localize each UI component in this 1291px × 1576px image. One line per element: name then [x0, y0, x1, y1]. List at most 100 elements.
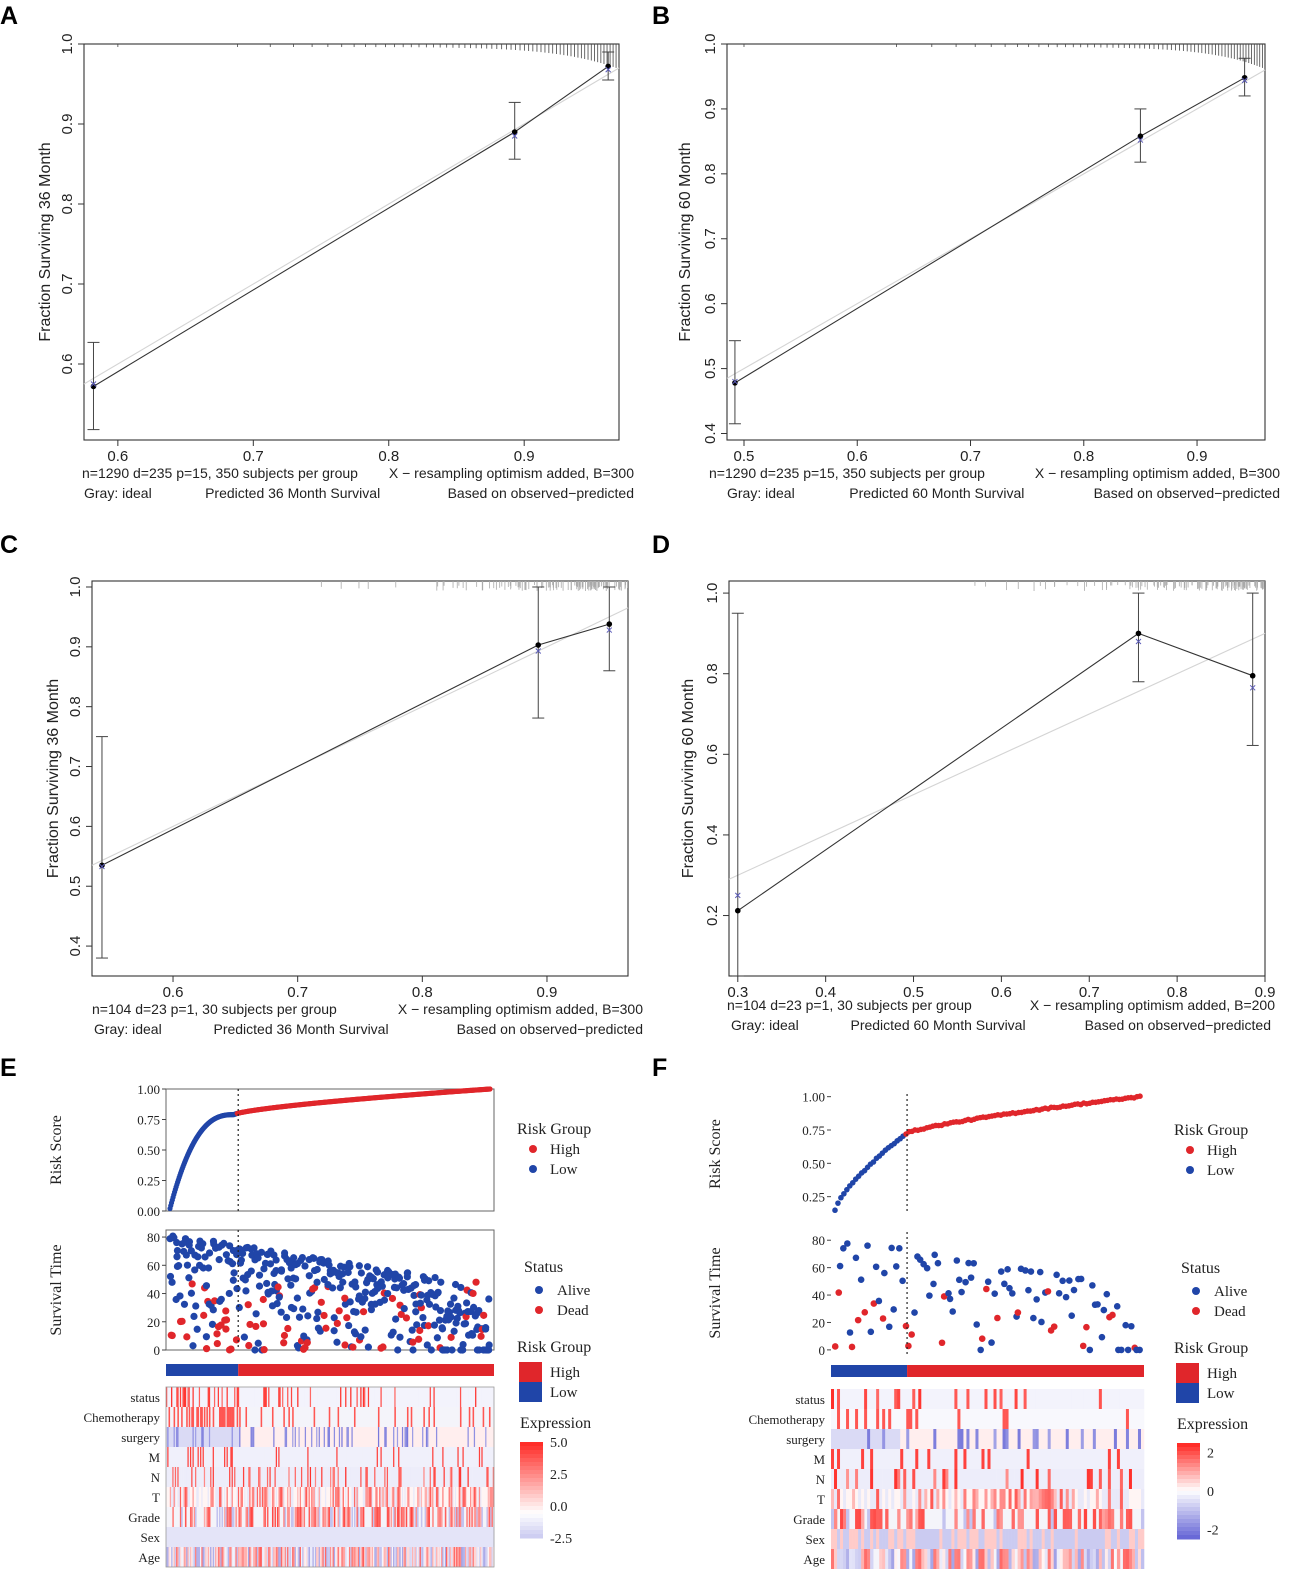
heatmap-cell: [319, 1387, 322, 1407]
heatmap-cell: [179, 1527, 182, 1547]
heatmap-cell: [945, 1389, 949, 1409]
heatmap-cell: [457, 1547, 459, 1567]
heatmap-cell: [215, 1547, 217, 1567]
heatmap-cell: [409, 1527, 412, 1547]
heatmap-cell: [1008, 1529, 1012, 1549]
heatmap-cell: [171, 1427, 173, 1447]
heatmap-cell: [173, 1427, 176, 1447]
heatmap-cell: [477, 1427, 480, 1447]
heatmap-cell: [942, 1389, 946, 1409]
heatmap-cell: [1041, 1529, 1045, 1549]
heatmap-cell: [477, 1527, 480, 1547]
survival-point: [322, 1324, 330, 1332]
heatmap-cell: [882, 1529, 886, 1549]
heatmap-cell: [188, 1407, 191, 1427]
heatmap-cell: [259, 1547, 261, 1567]
survival-point: [194, 1253, 202, 1261]
heatmap-row-age: Age: [803, 1549, 1145, 1569]
heatmap-cell: [206, 1467, 208, 1487]
alive-legend-dot: [535, 1286, 543, 1294]
footer-method: Based on observed−predicted: [1085, 1017, 1271, 1033]
heatmap-cell: [307, 1447, 309, 1467]
heatmap-cell: [1110, 1409, 1115, 1429]
heatmap-cell: [1032, 1409, 1036, 1429]
heatmap-cell: [337, 1547, 340, 1567]
heatmap-cell: [186, 1487, 188, 1507]
survival-point: [477, 1332, 485, 1340]
heatmap-cell: [408, 1487, 410, 1507]
x-tick-label: 0.9: [537, 984, 558, 1001]
heatmap-cell: [467, 1387, 470, 1407]
heatmap-cell: [231, 1427, 234, 1447]
heatmap-cell: [189, 1467, 192, 1487]
heatmap-cell: [442, 1527, 444, 1547]
heatmap-cell: [472, 1407, 475, 1427]
heatmap-cell: [292, 1547, 294, 1567]
heatmap-cell: [401, 1467, 404, 1487]
heatmap-cell: [259, 1427, 261, 1447]
heatmap-cell: [924, 1449, 928, 1469]
heatmap-cell: [396, 1527, 399, 1547]
heatmap-cell: [413, 1447, 415, 1467]
heatmap-cell: [398, 1487, 400, 1507]
heatmap-cell: [1026, 1429, 1030, 1449]
heatmap-cell: [1122, 1469, 1127, 1489]
heatmap-cell: [837, 1429, 841, 1449]
heatmap-cell: [277, 1387, 279, 1407]
heatmap-cell: [246, 1467, 249, 1487]
heatmap-cell: [412, 1387, 414, 1407]
heatmap-cell: [246, 1427, 249, 1447]
heatmap-cell: [990, 1489, 994, 1509]
heatmap-cell: [254, 1387, 256, 1407]
heatmap-cell: [485, 1547, 487, 1567]
heatmap-cell: [295, 1387, 298, 1407]
optimism-marker: [734, 892, 741, 899]
heatmap-cell: [1035, 1549, 1039, 1569]
heatmap-cell: [248, 1467, 250, 1487]
heatmap-cell: [882, 1409, 886, 1429]
heatmap-cell: [422, 1427, 424, 1447]
heatmap-cell: [256, 1527, 259, 1547]
survival-points: [831, 1240, 1143, 1354]
heatmap-cell: [250, 1527, 253, 1547]
heatmap-cell: [894, 1389, 898, 1409]
heatmap-cell: [942, 1469, 946, 1489]
heatmap-cell: [393, 1447, 395, 1467]
heatmap-cell: [849, 1429, 853, 1449]
heatmap-cell: [894, 1469, 898, 1489]
survival-point: [344, 1268, 352, 1277]
y-axis-title: Fraction Surviving 36 Month: [45, 679, 62, 878]
heatmap-cell: [224, 1447, 226, 1467]
heatmap-cell: [1104, 1549, 1109, 1569]
heatmap-cell: [1119, 1429, 1124, 1449]
heatmap-cell: [380, 1527, 383, 1547]
heatmap-cell: [996, 1429, 1000, 1449]
heatmap-cell: [999, 1389, 1003, 1409]
heatmap-cell: [909, 1389, 913, 1409]
heatmap-cell: [1041, 1409, 1045, 1429]
heatmap-cell: [187, 1487, 190, 1507]
heatmap-cell: [480, 1447, 482, 1467]
heatmap-cell: [1101, 1429, 1106, 1449]
heatmap-cell: [1053, 1549, 1058, 1569]
heatmap-cell: [966, 1529, 970, 1549]
heatmap-cell: [240, 1447, 242, 1467]
heatmap-cell: [891, 1429, 895, 1449]
heatmap-cell: [298, 1487, 301, 1507]
heatmap-cell: [235, 1427, 237, 1447]
survival-point: [328, 1284, 337, 1292]
heatmap-cell: [423, 1427, 425, 1447]
heatmap-cell: [341, 1487, 343, 1507]
heatmap-cell: [837, 1389, 841, 1409]
heatmap-cell: [275, 1547, 278, 1567]
heatmap-cell: [466, 1467, 468, 1487]
heatmap-cell: [342, 1507, 345, 1527]
heatmap-cell: [203, 1407, 206, 1427]
heatmap-cell: [389, 1387, 391, 1407]
heatmap-cell: [963, 1409, 967, 1429]
heatmap-cell: [954, 1549, 958, 1569]
heatmap-cell: [347, 1427, 350, 1447]
heatmap-cell: [245, 1407, 248, 1427]
gradient-step: [1177, 1523, 1200, 1528]
heatmap-cell: [323, 1427, 326, 1447]
